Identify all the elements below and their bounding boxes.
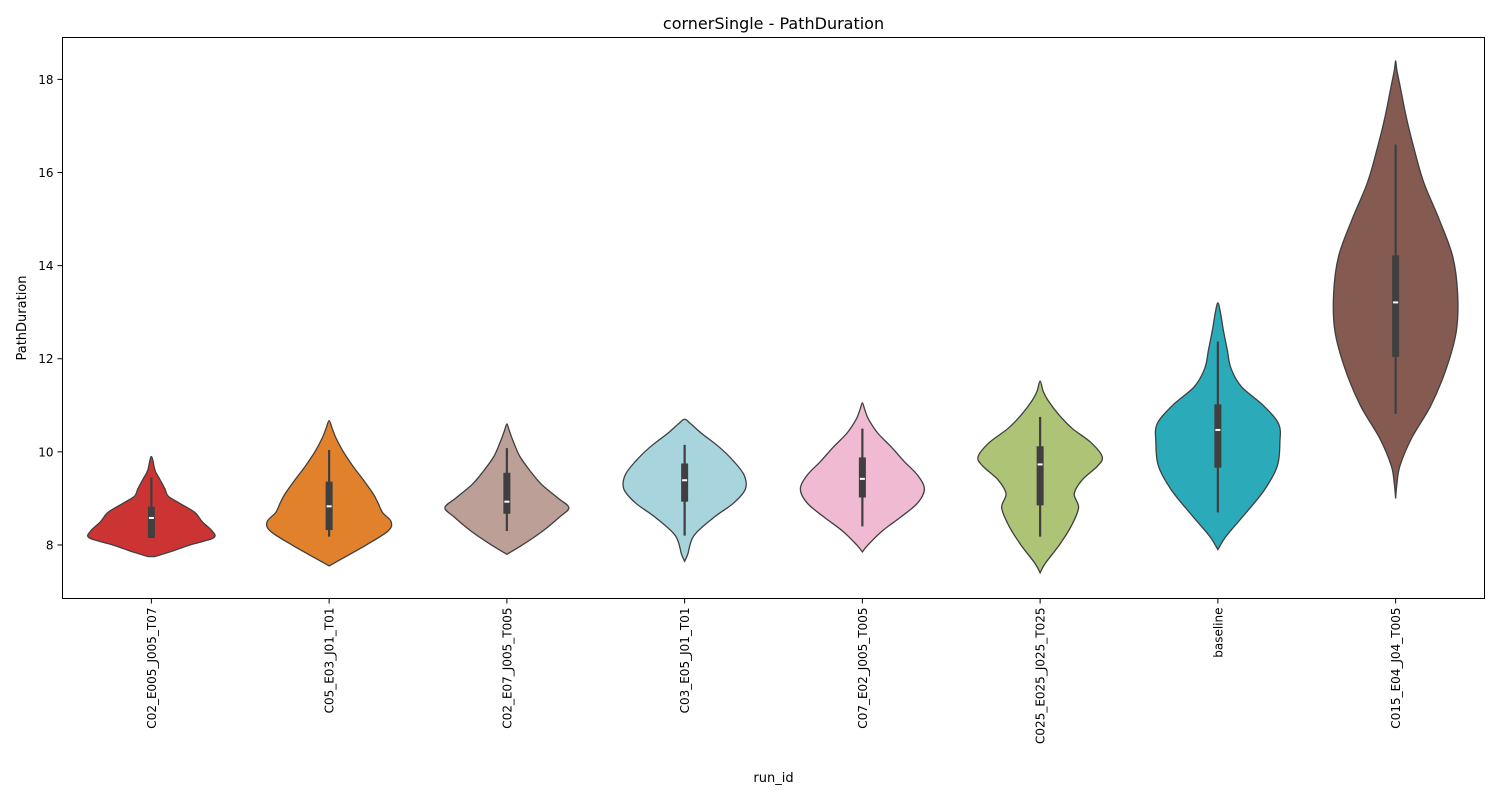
violin-C02_E07_J005_T005 bbox=[444, 423, 570, 556]
violin-C015_E04_J04_T005 bbox=[1332, 60, 1459, 499]
plot-area: 8 10 12 14 16 18 C02_E005_J005_T07 C05_E03_J01_… bbox=[38, 60, 1459, 744]
violin-median bbox=[859, 477, 865, 480]
violin-iqr-box bbox=[1392, 255, 1400, 357]
violin-median bbox=[682, 479, 688, 482]
x-tick-label: C02_E07_J005_T005 bbox=[500, 608, 514, 729]
y-axis-label: PathDuration bbox=[15, 275, 30, 360]
violin-iqr-box bbox=[858, 457, 866, 498]
violin-C025_E025_J025_T025 bbox=[977, 380, 1104, 575]
violin-iqr-box bbox=[681, 463, 689, 502]
violin-iqr-box bbox=[1036, 446, 1044, 506]
x-tick-label: C03_E05_J01_T01 bbox=[678, 608, 692, 714]
y-tick-label: 14 bbox=[38, 259, 53, 273]
y-tick-label: 10 bbox=[38, 445, 53, 459]
x-tick-label: C05_E03_J01_T01 bbox=[323, 608, 337, 714]
chart-title: cornerSingle - PathDuration bbox=[663, 14, 884, 33]
y-tick-label: 18 bbox=[38, 73, 53, 87]
y-tick-label: 8 bbox=[46, 538, 54, 552]
violin-median bbox=[1037, 463, 1043, 466]
y-tick-label: 16 bbox=[38, 166, 53, 180]
violin-median bbox=[148, 516, 154, 519]
violin-median bbox=[1393, 301, 1399, 304]
y-tick-label: 12 bbox=[38, 352, 53, 366]
x-tick-label: C015_E04_J04_T005 bbox=[1389, 608, 1403, 729]
violin-median bbox=[1215, 428, 1221, 431]
x-axis-label: run_id bbox=[753, 771, 793, 786]
x-tick-label: C07_E02_J005_T005 bbox=[856, 608, 870, 729]
violin-C07_E02_J005_T005 bbox=[799, 402, 926, 553]
x-tick-label: C02_E005_J005_T07 bbox=[145, 608, 159, 729]
x-tick-label: baseline bbox=[1211, 608, 1225, 658]
violin-iqr-box bbox=[147, 506, 155, 538]
plot-frame bbox=[62, 37, 1485, 599]
violin-baseline bbox=[1154, 302, 1282, 551]
x-tick-label: C025_E025_J025_T025 bbox=[1034, 608, 1048, 744]
violin-median bbox=[504, 500, 510, 503]
violin-iqr-box bbox=[503, 472, 511, 514]
violin-C05_E03_J01_T01 bbox=[265, 420, 393, 567]
violin-median bbox=[326, 505, 332, 508]
violin-C03_E05_J01_T01 bbox=[622, 418, 747, 563]
violin-iqr-box bbox=[1214, 404, 1222, 468]
violin-C02_E005_J005_T07 bbox=[87, 455, 216, 558]
